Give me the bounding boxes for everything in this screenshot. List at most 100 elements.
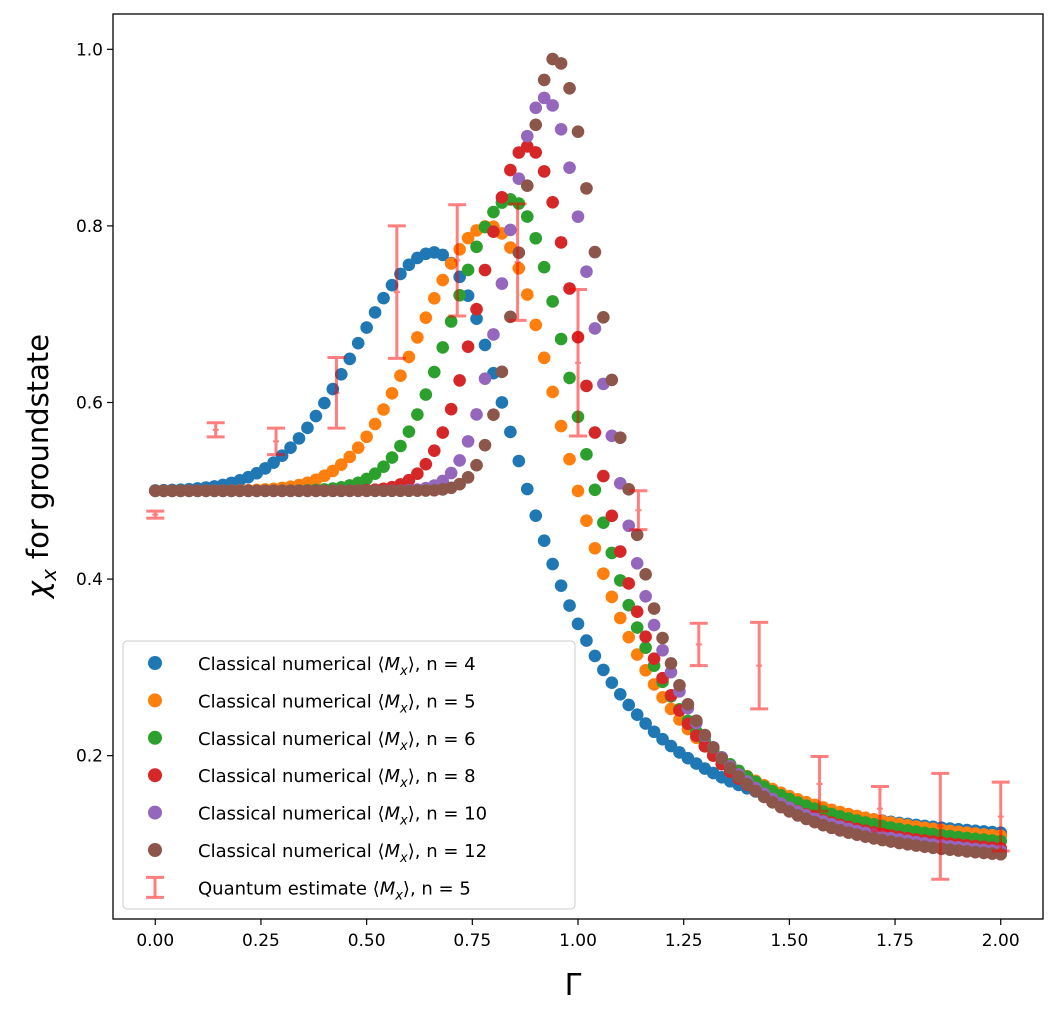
point-n10-40 xyxy=(487,328,500,341)
point-n8-38 xyxy=(470,302,483,316)
point-n12-36 xyxy=(453,477,466,491)
x-tick-label-2: 0.50 xyxy=(348,931,386,951)
point-n12-55 xyxy=(613,431,627,444)
point-n6-52 xyxy=(588,483,602,497)
errorbar-series xyxy=(146,202,1010,881)
legend-entry-3: Classical numerical ⟨Mx⟩, n = 8 xyxy=(148,766,476,791)
point-n12-67 xyxy=(715,752,729,765)
point-n4-55 xyxy=(613,688,627,701)
point-n10-47 xyxy=(546,99,559,112)
point-n4-41 xyxy=(495,396,509,409)
point-n5-54 xyxy=(605,590,619,604)
legend-entry-0: Classical numerical ⟨Mx⟩, n = 4 xyxy=(148,654,476,679)
errorbar-10 xyxy=(750,620,769,711)
point-n12-61 xyxy=(664,657,678,670)
point-n12-40 xyxy=(487,408,500,421)
point-n12-69 xyxy=(732,770,745,783)
point-n5-30 xyxy=(402,350,416,364)
point-n10-44 xyxy=(520,129,534,143)
point-n4-54 xyxy=(605,676,619,689)
legend-marker-0 xyxy=(148,656,162,670)
y-tick-label-4: 1.0 xyxy=(76,40,103,60)
point-n12-54 xyxy=(605,373,619,387)
point-n12-62 xyxy=(673,679,686,692)
point-n6-28 xyxy=(385,451,399,464)
point-n5-35 xyxy=(444,257,458,270)
point-n5-34 xyxy=(436,273,450,287)
point-n6-47 xyxy=(546,295,559,308)
point-n6-40 xyxy=(487,205,500,219)
legend-label-6: Quantum estimate ⟨Mx⟩, n = 5 xyxy=(198,878,471,903)
errorbar-12 xyxy=(870,785,889,833)
point-n12-39 xyxy=(478,438,492,452)
point-n5-49 xyxy=(563,452,576,466)
point-n6-51 xyxy=(580,448,593,461)
x-tick-label-3: 0.75 xyxy=(453,931,491,951)
point-n8-37 xyxy=(461,340,475,353)
point-n5-37 xyxy=(461,231,475,245)
errorbar-6 xyxy=(508,202,527,322)
point-n4-14 xyxy=(267,456,280,469)
point-n5-26 xyxy=(368,417,382,431)
errorbar-3 xyxy=(327,355,346,430)
legend: Classical numerical ⟨Mx⟩, n = 4 Classical… xyxy=(122,640,576,910)
series-n12 xyxy=(148,52,1008,861)
point-n12-49 xyxy=(563,81,576,95)
point-n6-31 xyxy=(411,408,424,421)
legend-label-5: Classical numerical ⟨Mx⟩, n = 12 xyxy=(198,841,487,866)
marks-layer xyxy=(146,52,1010,881)
errorbar-5 xyxy=(448,203,467,318)
point-n5-22 xyxy=(334,458,348,471)
point-n4-56 xyxy=(622,698,636,712)
point-n5-47 xyxy=(546,385,559,399)
point-n4-27 xyxy=(377,291,390,305)
point-n8-41 xyxy=(495,191,509,204)
point-n10-35 xyxy=(444,466,458,480)
ticks-layer: 0.00 0.25 0.50 0.75 1.00 1.25 1.50 1.75 2.00 0.2 0… xyxy=(76,40,1020,951)
legend-marker-1 xyxy=(148,693,162,708)
point-n12-44 xyxy=(520,179,534,192)
errorbar-7 xyxy=(569,287,587,438)
point-n4-47 xyxy=(546,557,559,571)
point-n10-36 xyxy=(453,454,466,467)
point-n6-45 xyxy=(529,231,543,245)
errorbar-11 xyxy=(810,755,829,813)
point-n12-58 xyxy=(639,568,652,581)
point-n12-63 xyxy=(681,697,695,711)
legend-marker-3 xyxy=(148,768,162,783)
point-n8-58 xyxy=(639,630,652,643)
point-n5-50 xyxy=(571,484,585,498)
point-n10-61 xyxy=(664,665,678,679)
point-n10-60 xyxy=(656,643,669,657)
point-n10-58 xyxy=(639,589,652,603)
y-axis-label-subscript: x xyxy=(37,569,61,582)
point-n10-57 xyxy=(630,557,644,570)
point-n4-45 xyxy=(529,509,543,522)
y-axis-label-text: for groundstate xyxy=(21,334,55,559)
point-n10-59 xyxy=(647,618,661,632)
point-n4-53 xyxy=(597,663,610,677)
point-n6-29 xyxy=(394,439,407,453)
point-n5-51 xyxy=(580,514,593,527)
point-n6-34 xyxy=(436,341,450,354)
point-n12-59 xyxy=(647,602,661,615)
point-n4-22 xyxy=(334,367,348,381)
point-n12-70 xyxy=(740,777,754,791)
point-n6-35 xyxy=(444,315,458,328)
point-n10-41 xyxy=(495,277,509,290)
point-n8-35 xyxy=(444,402,458,416)
point-n6-38 xyxy=(470,240,483,254)
point-n6-33 xyxy=(427,365,441,379)
legend-label-1: Classical numerical ⟨Mx⟩, n = 5 xyxy=(198,691,476,716)
point-n8-32 xyxy=(419,457,433,471)
point-n5-25 xyxy=(360,430,373,444)
point-n4-23 xyxy=(343,352,357,366)
legend-entry-6: Quantum estimate ⟨Mx⟩, n = 5 xyxy=(146,875,471,903)
point-n8-51 xyxy=(580,379,593,393)
point-n12-45 xyxy=(529,118,543,132)
point-n10-50 xyxy=(571,210,585,223)
x-tick-label-0: 0.00 xyxy=(136,931,174,951)
point-n6-30 xyxy=(402,425,416,438)
x-axis-label: Γ xyxy=(565,968,582,1003)
point-n6-48 xyxy=(554,332,568,346)
